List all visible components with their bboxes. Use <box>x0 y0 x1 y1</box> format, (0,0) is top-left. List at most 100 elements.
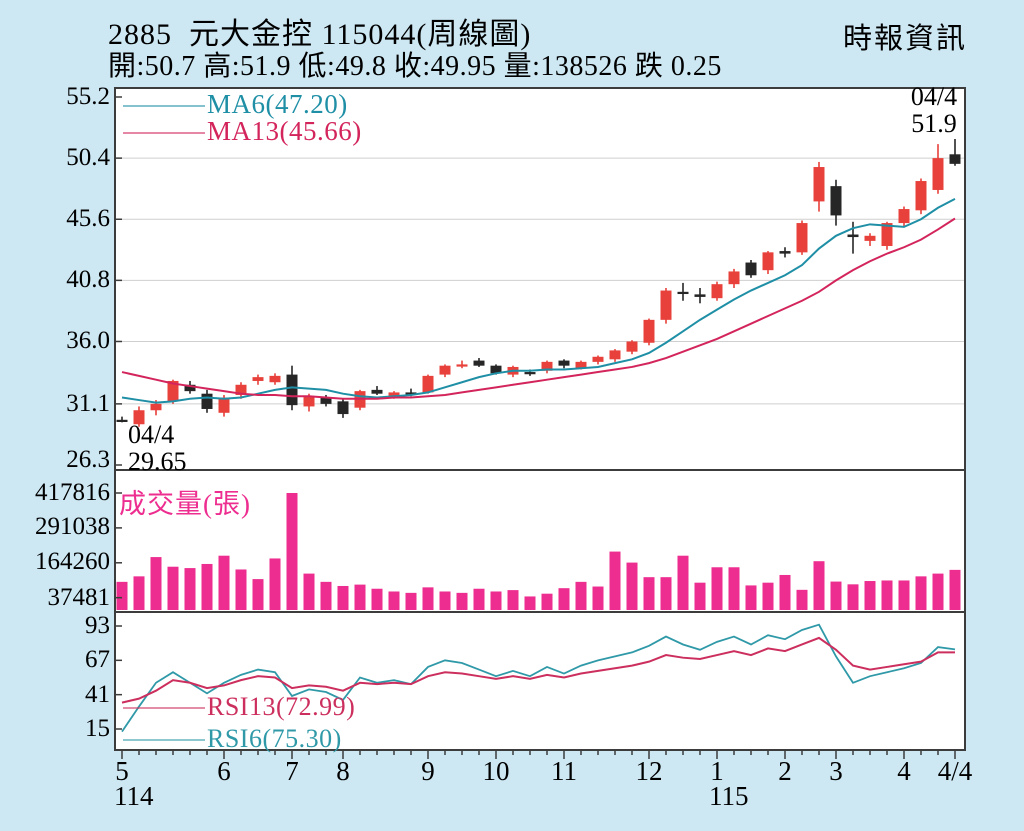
rsi-y-axis-label: 67 <box>85 646 110 673</box>
candle-body <box>116 419 128 422</box>
volume-bar <box>354 584 366 610</box>
volume-bar <box>507 590 519 610</box>
x-axis-month-label: 12 <box>635 756 663 786</box>
volume-bar <box>524 596 536 610</box>
volume-bar <box>813 561 825 610</box>
x-axis-month-label: 5 <box>115 756 129 786</box>
candle-body <box>184 384 196 392</box>
volume-bar <box>949 569 961 610</box>
candle-body <box>439 365 451 375</box>
volume-bar <box>847 584 859 610</box>
candle-body <box>949 154 961 164</box>
volume-bar <box>337 585 349 610</box>
volume-bar <box>218 555 230 610</box>
volume-bar <box>490 591 502 610</box>
candle-body <box>677 291 689 295</box>
candle-body <box>643 319 655 343</box>
volume-bar <box>201 563 213 610</box>
volume-bar <box>762 582 774 610</box>
volume-bar <box>558 588 570 610</box>
annotation-low-price: 29.65 <box>128 447 187 476</box>
rsi6-legend-rule <box>123 739 205 741</box>
x-axis-month-label: 11 <box>551 756 577 786</box>
annotation-high-date: 04/4 <box>910 82 958 111</box>
candle-body <box>626 341 638 352</box>
candle-body <box>609 350 621 360</box>
x-axis-month-label: 2 <box>778 756 792 786</box>
source-label: 時報資訊 <box>843 23 968 55</box>
candle-body <box>405 392 417 395</box>
annotation-high-price: 51.9 <box>911 109 957 138</box>
volume-bar <box>320 581 332 610</box>
volume-bar <box>541 593 553 610</box>
rsi-y-axis-label: 41 <box>85 681 110 708</box>
annotation-first-low: 04/4 29.65 <box>128 421 187 475</box>
annotation-low-date: 04/4 <box>128 420 175 449</box>
candle-body <box>575 361 587 369</box>
volume-bar <box>694 582 706 610</box>
x-axis-month-label: 6 <box>217 756 231 786</box>
volume-bar <box>881 580 893 610</box>
candle-body <box>303 396 315 407</box>
candle-body <box>201 393 213 409</box>
volume-bar <box>422 587 434 610</box>
candle-body <box>813 167 825 202</box>
candle-body <box>881 223 893 246</box>
candle-body <box>830 186 842 216</box>
candle-body <box>932 158 944 190</box>
volume-bar <box>660 577 672 610</box>
volume-y-axis-label: 417816 <box>35 479 110 506</box>
volume-bar <box>575 581 587 610</box>
volume-title: 成交量(張) <box>119 489 251 519</box>
candle-body <box>915 181 927 211</box>
candle-body <box>269 375 281 383</box>
volume-bar <box>711 567 723 610</box>
y-axis-label: 55.2 <box>66 83 110 110</box>
candle-body <box>558 360 570 366</box>
candle-body <box>167 380 179 402</box>
x-axis-month-label: 10 <box>482 756 510 786</box>
annotation-last-high: 04/4 51.9 <box>903 83 965 137</box>
volume-bar <box>167 566 179 610</box>
volume-bar <box>796 589 808 610</box>
candle-body <box>779 251 791 254</box>
candle-body <box>898 209 910 224</box>
ma6-legend-label: MA6(47.20) <box>207 89 348 119</box>
x-axis-month-label: 3 <box>829 756 843 786</box>
page-title: 2885 元大金控 115044(周線圖) <box>108 18 532 51</box>
x-axis-month-label: 7 <box>285 756 299 786</box>
volume-bar <box>915 576 927 610</box>
ma6-line <box>121 197 956 404</box>
candle-body <box>133 410 145 425</box>
x-axis-month-label: 4 <box>897 756 911 786</box>
volume-bar <box>473 588 485 610</box>
volume-bar <box>626 562 638 610</box>
candle-body <box>847 234 859 238</box>
candle-body <box>796 223 808 253</box>
quote-line: 開:50.7 高:51.9 低:49.8 收:49.95 量:138526 跌 … <box>108 51 722 82</box>
volume-bar <box>150 557 162 610</box>
volume-bar <box>184 568 196 610</box>
main-pane <box>115 88 965 470</box>
x-axis-year-label: 114 <box>114 781 154 811</box>
volume-bar <box>286 493 298 610</box>
volume-bar <box>439 591 451 610</box>
candle-body <box>541 361 553 371</box>
y-axis-label: 36.0 <box>66 327 110 354</box>
volume-bar <box>269 558 281 610</box>
candle-body <box>371 389 383 394</box>
candle-body <box>711 284 723 299</box>
volume-bar <box>303 573 315 610</box>
candle-body <box>490 365 502 374</box>
y-axis-label: 50.4 <box>66 144 110 171</box>
candle-body <box>864 235 876 241</box>
y-axis-label: 26.3 <box>66 446 110 473</box>
pane-border <box>114 611 966 751</box>
candle-body <box>337 401 349 415</box>
candle-body <box>388 392 400 397</box>
candle-body <box>456 364 468 367</box>
candle-body <box>762 252 774 271</box>
volume-bar <box>830 581 842 610</box>
candle-body <box>286 374 298 406</box>
rsi-y-axis-label: 15 <box>85 715 110 742</box>
